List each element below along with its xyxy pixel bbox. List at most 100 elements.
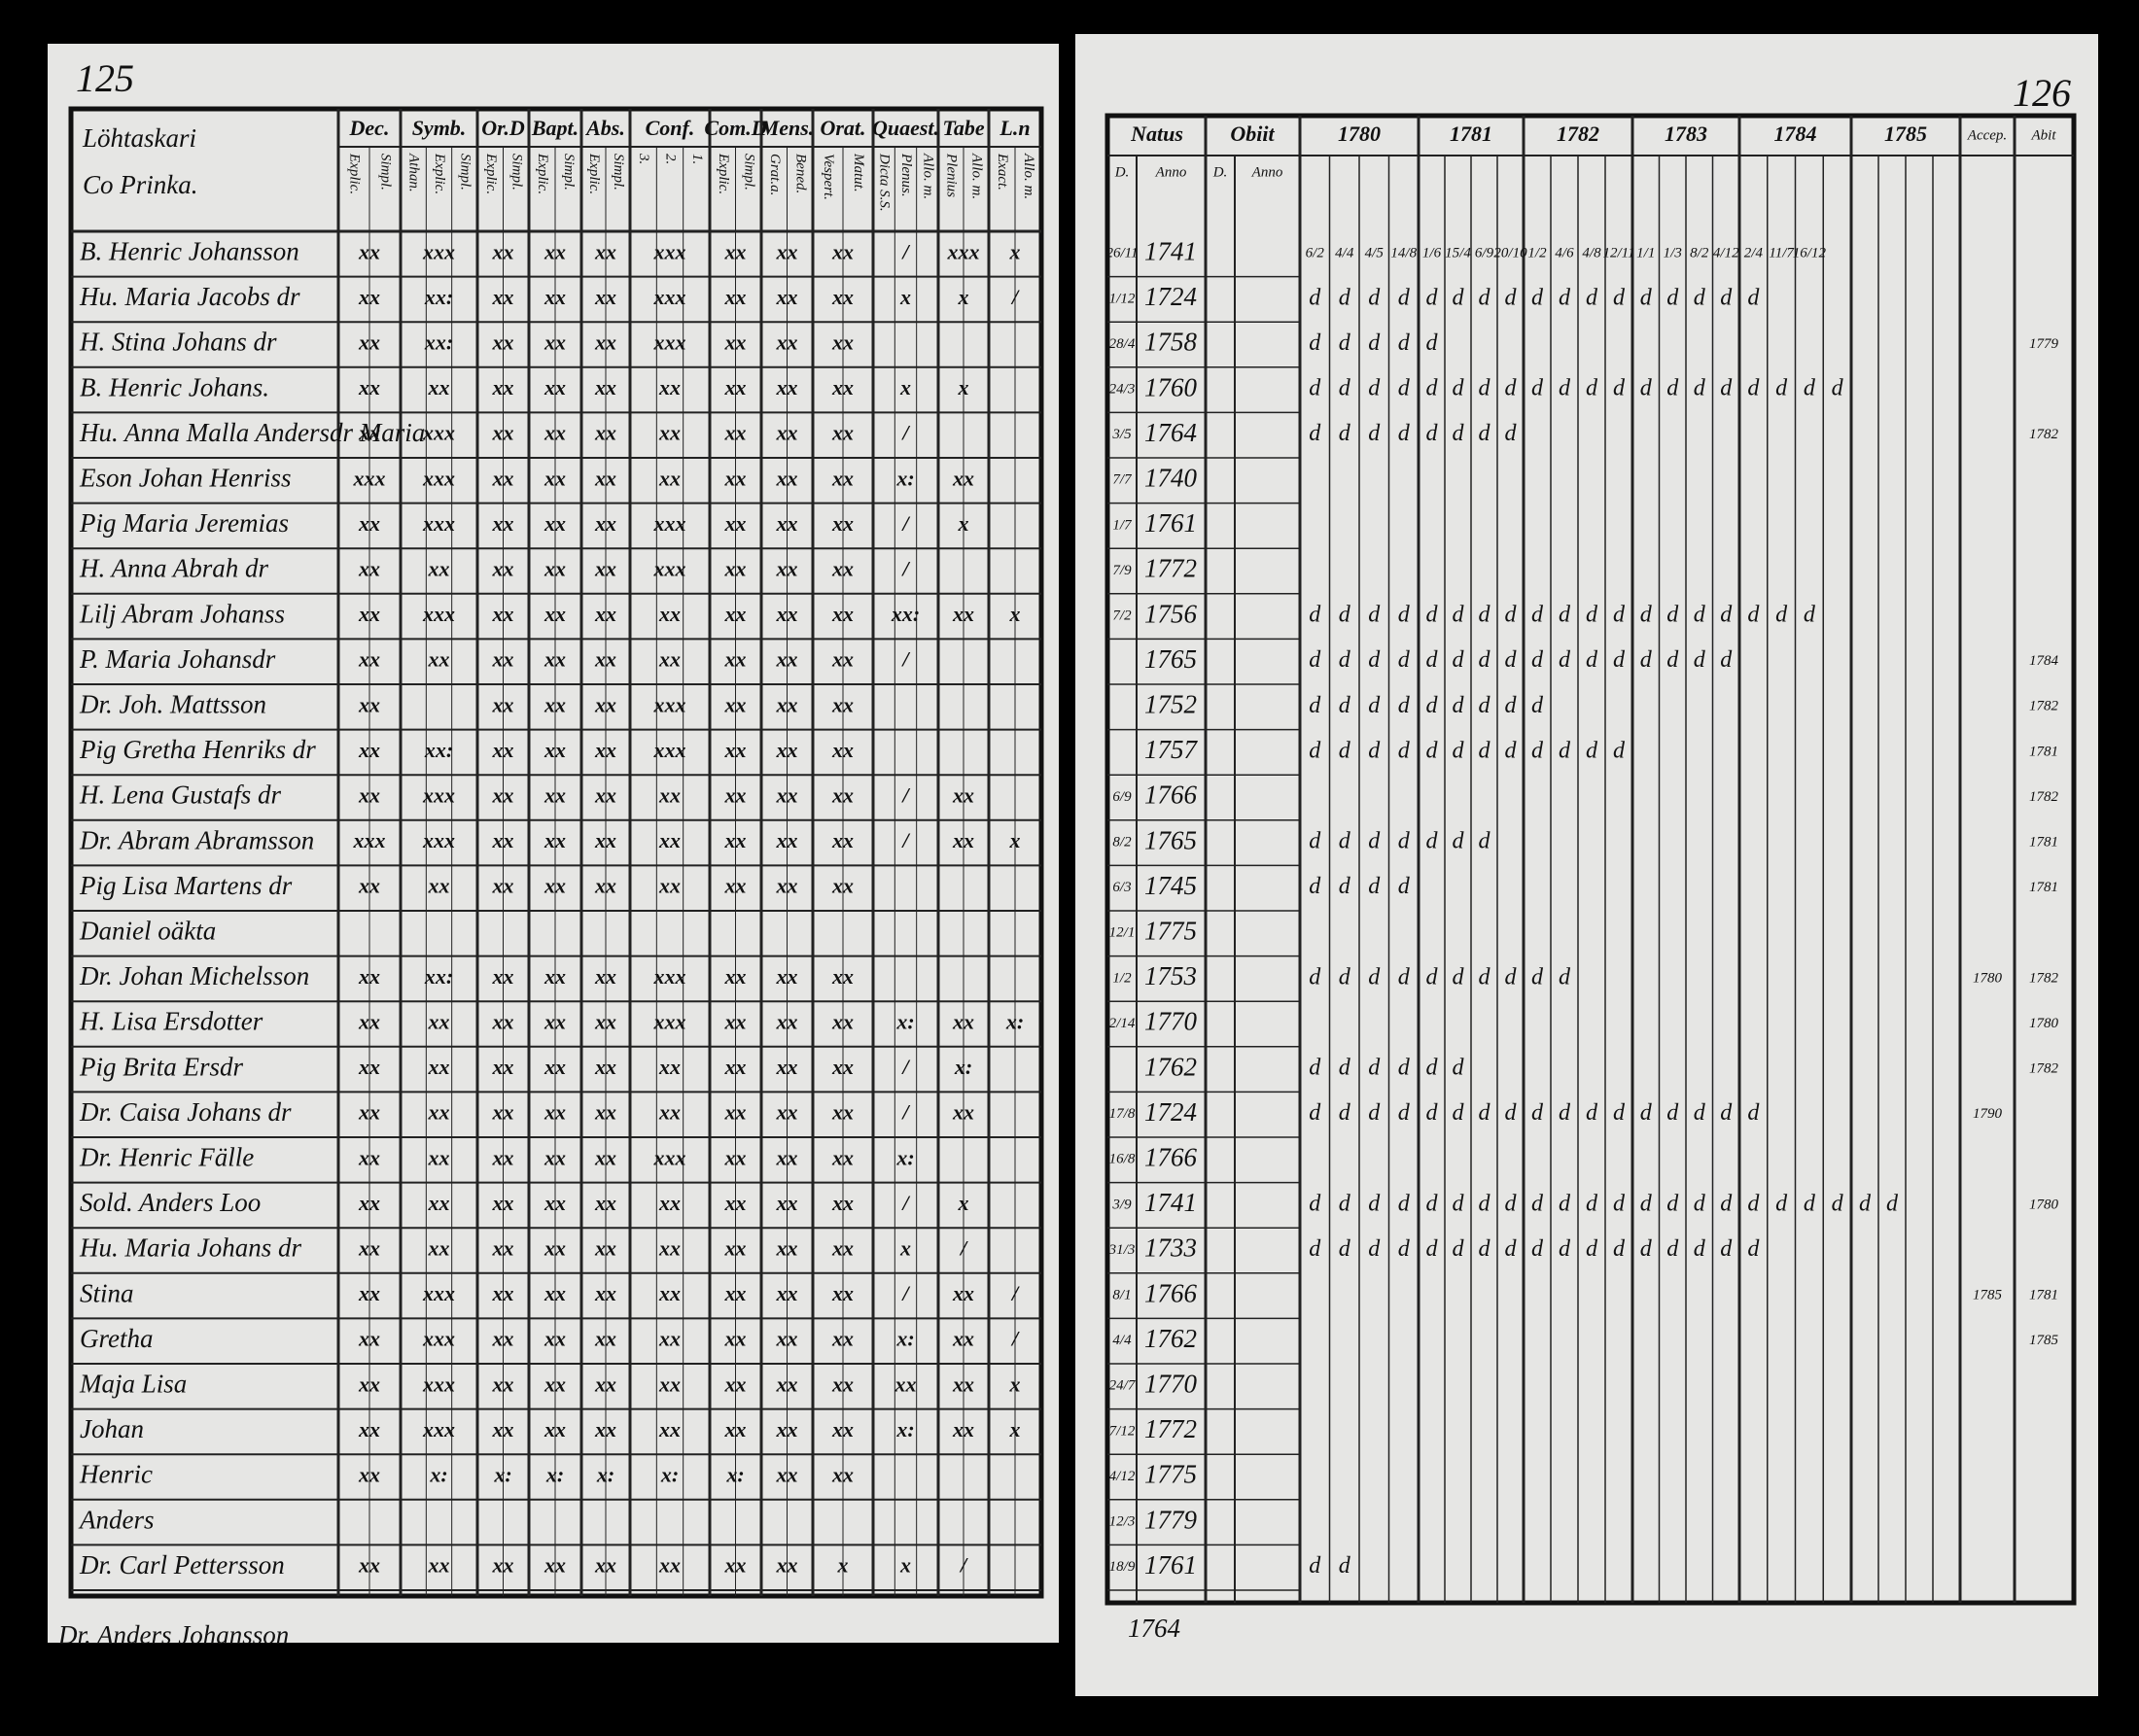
communion-mark: 8/2 xyxy=(1690,246,1709,261)
obiit-header: Obiit xyxy=(1230,122,1275,146)
birth-year: 1760 xyxy=(1144,372,1198,401)
knowledge-mark: xx xyxy=(952,783,974,808)
knowledge-mark: xx xyxy=(358,602,380,626)
column-header: Tabe xyxy=(942,116,984,140)
communion-mark: 2/4 xyxy=(1744,246,1764,261)
knowledge-mark: xx xyxy=(776,330,798,355)
accepted-year: 1785 xyxy=(1973,1288,2003,1303)
column-header: Bapt. xyxy=(531,116,579,140)
person-name: Dr. Caisa Johans dr xyxy=(79,1097,292,1127)
communion-mark: d xyxy=(1453,421,1465,446)
knowledge-mark: x: xyxy=(895,1010,914,1034)
knowledge-mark: xx xyxy=(428,1010,450,1034)
communion-mark: d xyxy=(1339,738,1351,763)
knowledge-mark: xx xyxy=(658,1281,681,1305)
knowledge-mark: x xyxy=(958,375,969,399)
communion-mark: d xyxy=(1368,603,1381,628)
knowledge-mark: xx xyxy=(724,828,747,852)
person-name: B. Henric Johans. xyxy=(80,372,269,401)
knowledge-mark: xx xyxy=(724,1055,747,1079)
knowledge-mark: xx xyxy=(492,964,514,989)
knowledge-mark: xx xyxy=(358,692,380,716)
communion-mark: d xyxy=(1453,964,1465,990)
communion-mark: d xyxy=(1531,738,1544,763)
communion-mark: 20/10 xyxy=(1493,246,1527,261)
knowledge-mark: xx xyxy=(358,1553,380,1578)
communion-mark: 4/8 xyxy=(1582,246,1601,261)
knowledge-mark: xx xyxy=(831,964,854,989)
knowledge-mark: xx xyxy=(358,647,380,672)
knowledge-mark: xx xyxy=(776,828,798,852)
communion-mark: d xyxy=(1613,376,1626,401)
knowledge-mark: xx xyxy=(776,1327,798,1351)
knowledge-mark: xx xyxy=(544,1553,566,1578)
communion-mark: d xyxy=(1859,1191,1872,1216)
communion-mark: d xyxy=(1398,421,1411,446)
knowledge-mark: xx xyxy=(594,692,616,716)
knowledge-mark: xx xyxy=(658,466,681,490)
knowledge-mark: x: xyxy=(545,1463,564,1487)
knowledge-mark: xx xyxy=(594,828,616,852)
communion-mark: d xyxy=(1368,421,1381,446)
communion-mark: d xyxy=(1339,829,1351,854)
communion-mark: d xyxy=(1613,647,1626,673)
communion-mark: d xyxy=(1886,1191,1899,1216)
anno-header: Anno xyxy=(1251,164,1283,180)
knowledge-mark: xx xyxy=(776,692,798,716)
communion-mark: d xyxy=(1559,285,1571,310)
communion-mark: d xyxy=(1339,693,1351,718)
communion-mark: d xyxy=(1368,1056,1381,1081)
knowledge-mark: xx xyxy=(724,738,747,762)
communion-mark: d xyxy=(1453,829,1465,854)
knowledge-mark: xx xyxy=(658,1236,681,1261)
sub-header: Simpl. xyxy=(611,154,626,191)
birth-year: 1762 xyxy=(1144,1324,1197,1353)
birth-year: 1733 xyxy=(1144,1233,1197,1263)
communion-mark: d xyxy=(1368,874,1381,899)
knowledge-mark: xx xyxy=(658,1371,681,1396)
knowledge-mark: xxx xyxy=(422,421,455,445)
communion-mark: 16/12 xyxy=(1793,246,1827,261)
communion-mark: d xyxy=(1586,603,1598,628)
knowledge-mark: / xyxy=(900,1191,910,1215)
person-name: Anders xyxy=(78,1505,155,1534)
knowledge-mark: xx xyxy=(544,1145,566,1169)
knowledge-mark: xx xyxy=(594,1236,616,1261)
departed-year: 1782 xyxy=(2029,970,2059,986)
communion-mark: d xyxy=(1720,1236,1733,1262)
knowledge-mark: xxx xyxy=(422,783,455,808)
communion-mark: d xyxy=(1505,1236,1518,1262)
communion-mark: d xyxy=(1505,1191,1518,1216)
sub-header: Plenus. xyxy=(898,153,914,197)
person-name: Daniel oäkta xyxy=(79,917,216,946)
birth-year: 1741 xyxy=(1144,237,1197,266)
birth-day: 12/1 xyxy=(1109,925,1136,941)
person-name: Maja Lisa xyxy=(79,1370,187,1399)
knowledge-mark: xx xyxy=(724,330,747,355)
knowledge-mark: xxx xyxy=(653,964,686,989)
communion-mark: d xyxy=(1505,376,1518,401)
communion-mark: 1/1 xyxy=(1636,246,1655,261)
birth-year: 1741 xyxy=(1144,1188,1197,1217)
communion-mark: d xyxy=(1398,964,1411,990)
sub-header: Explic. xyxy=(432,153,447,194)
knowledge-mark: x xyxy=(899,375,911,399)
sub-header: Simpl. xyxy=(741,154,756,191)
birth-year: 1766 xyxy=(1144,1143,1198,1172)
knowledge-mark: xx xyxy=(492,738,514,762)
birth-day: 7/12 xyxy=(1109,1423,1136,1439)
person-name: Pig Brita Ersdr xyxy=(79,1052,244,1081)
knowledge-mark: xx xyxy=(594,421,616,445)
knowledge-mark: xx xyxy=(428,1191,450,1215)
communion-mark: d xyxy=(1775,376,1788,401)
column-header: Or.D xyxy=(481,116,525,140)
knowledge-mark: xx xyxy=(594,1055,616,1079)
knowledge-mark: xx xyxy=(894,1371,917,1396)
communion-mark: d xyxy=(1666,285,1679,310)
column-header: Com.D xyxy=(704,116,766,140)
communion-mark: 4/12 xyxy=(1713,246,1739,261)
communion-mark: d xyxy=(1398,1191,1411,1216)
communion-mark: d xyxy=(1368,1236,1381,1262)
